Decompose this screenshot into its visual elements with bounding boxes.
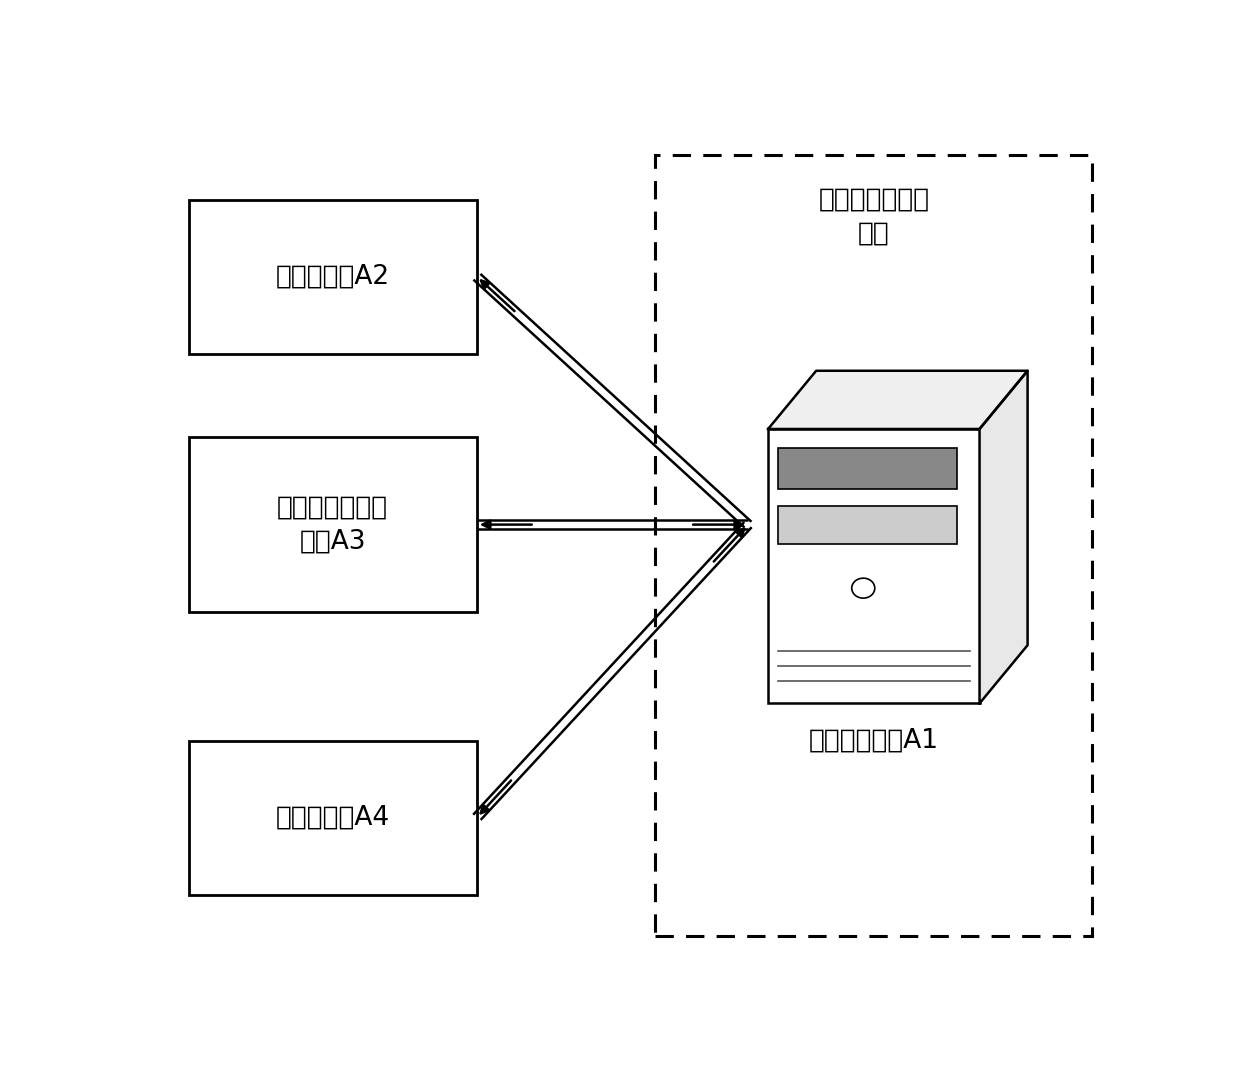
Bar <box>655 154 1092 936</box>
Bar <box>188 200 477 354</box>
Text: 低场核磁共振分
析亪A3: 低场核磁共振分 析亪A3 <box>278 495 388 555</box>
Bar <box>768 429 980 703</box>
Bar <box>188 437 477 612</box>
Bar <box>188 741 477 894</box>
Polygon shape <box>980 370 1028 703</box>
Bar <box>777 448 957 489</box>
Text: 旋转流变亪A2: 旋转流变亪A2 <box>275 264 389 289</box>
Bar <box>777 505 957 544</box>
Text: 低温恒温槽A4: 低温恒温槽A4 <box>275 805 389 831</box>
Text: 原油流动性检测
装置: 原油流动性检测 装置 <box>818 187 930 247</box>
Polygon shape <box>768 370 1028 429</box>
Text: 服务器端设备A1: 服务器端设备A1 <box>808 728 939 754</box>
